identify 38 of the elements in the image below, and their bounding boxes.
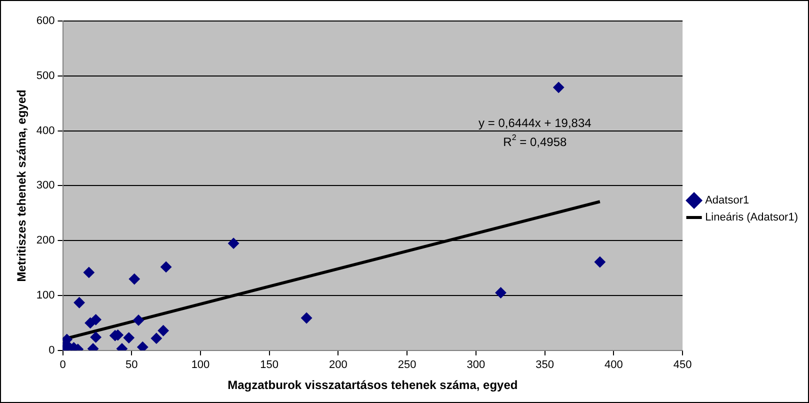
x-tick-label: 200 xyxy=(329,359,348,372)
point xyxy=(74,297,85,308)
y-tick-label: 600 xyxy=(36,15,55,28)
point xyxy=(228,238,240,249)
point xyxy=(553,82,564,93)
point xyxy=(158,325,169,336)
y-tick-label: 300 xyxy=(36,180,55,192)
x-tick-label: 450 xyxy=(673,359,692,372)
x-tick-label: 100 xyxy=(191,359,210,372)
y-tick-label: 500 xyxy=(36,70,55,82)
x-tick-label: 50 xyxy=(125,359,138,372)
x-tick-label: 0 xyxy=(60,359,66,372)
y-tick-label: 200 xyxy=(36,234,55,247)
point xyxy=(495,287,506,298)
point xyxy=(137,342,148,350)
point xyxy=(594,256,606,268)
y-tick-label: 100 xyxy=(36,290,55,302)
point xyxy=(301,312,312,324)
x-tick-label: 400 xyxy=(604,359,623,372)
x-tick-label: 150 xyxy=(260,359,279,372)
x-tick-label: 250 xyxy=(398,359,416,372)
x-tick-label: 350 xyxy=(536,359,554,372)
point xyxy=(150,332,162,344)
x-tick-label: 300 xyxy=(466,359,486,372)
point xyxy=(133,314,144,326)
point xyxy=(90,332,102,343)
point xyxy=(123,332,134,344)
x-axis-title: Magzatburok visszatartásos tehenek száma, egyed xyxy=(228,378,518,392)
y-axis-title: Metritiszes tehenek száma, egyed xyxy=(14,90,29,282)
legend-label: Adatsor1 xyxy=(705,194,750,207)
y-tick-label: 0 xyxy=(48,344,55,356)
legend-label: Lineáris (Adatsor1) xyxy=(705,212,798,224)
point xyxy=(160,261,172,272)
point xyxy=(128,274,140,285)
point xyxy=(90,314,102,326)
y-tick-label: 400 xyxy=(36,124,55,137)
point xyxy=(83,266,94,278)
annotation: y = 0,6444x + 19,834 xyxy=(478,116,592,130)
